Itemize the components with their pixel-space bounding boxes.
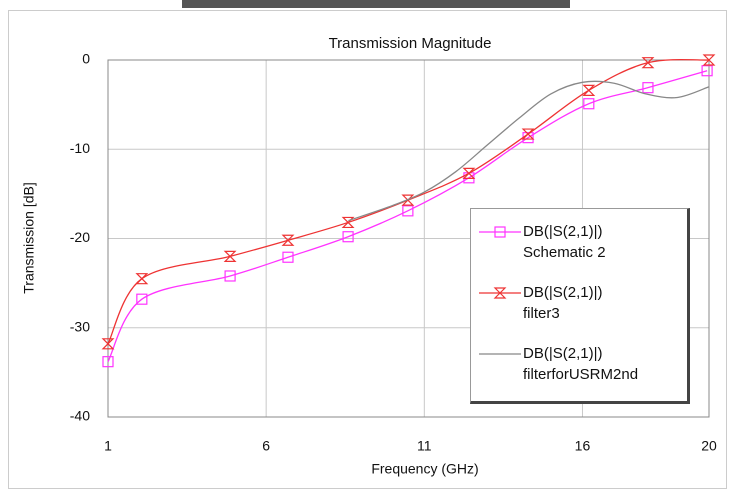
top-bar	[182, 0, 570, 8]
y-axis-label: Transmission [dB]	[21, 182, 37, 294]
y-tick-label: 0	[82, 51, 90, 67]
x-tick-label: 1	[104, 438, 112, 454]
plot-border	[107, 59, 710, 418]
chart-title: Transmission Magnitude	[329, 35, 492, 52]
marker	[521, 128, 535, 140]
x-tick-label: 6	[262, 438, 270, 454]
marker	[702, 54, 716, 66]
legend-label: DB(|S(2,1)|) filter3	[523, 284, 603, 322]
series-line	[348, 80, 710, 222]
marker	[493, 287, 507, 299]
marker	[281, 234, 295, 246]
legend-swatch	[479, 353, 521, 355]
y-tick-label: -20	[70, 229, 90, 245]
marker	[402, 205, 414, 217]
marker	[224, 270, 236, 282]
y-tick-label: -30	[70, 318, 90, 334]
frame	[8, 10, 727, 489]
legend-label: DB(|S(2,1)|) Schematic 2	[523, 223, 606, 261]
marker	[342, 231, 354, 243]
marker	[101, 338, 115, 350]
marker	[282, 251, 294, 263]
marker	[701, 65, 713, 77]
marker	[462, 167, 476, 179]
marker	[136, 293, 148, 305]
y-tick-label: -10	[70, 140, 90, 156]
marker	[641, 57, 655, 69]
marker	[494, 226, 506, 238]
legend-swatch	[479, 287, 521, 299]
x-tick-label: 20	[701, 438, 717, 454]
legend-label: DB(|S(2,1)|) filterforUSRM2nd	[523, 345, 639, 383]
legend: DB(|S(2,1)|) Schematic 2 DB(|S(2,1)|) fil…	[470, 208, 690, 404]
x-axis-label: Frequency (GHz)	[371, 461, 478, 477]
marker	[401, 194, 415, 206]
marker	[583, 98, 595, 110]
marker	[582, 84, 596, 96]
marker	[341, 216, 355, 229]
x-tick-label: 16	[575, 438, 591, 454]
series-line	[107, 70, 708, 362]
y-tick-label: -40	[70, 408, 90, 424]
x-tick-label: 11	[417, 438, 432, 454]
marker	[223, 250, 237, 262]
marker	[642, 82, 654, 94]
marker	[135, 273, 149, 285]
marker	[102, 356, 114, 368]
legend-swatch	[479, 226, 521, 238]
